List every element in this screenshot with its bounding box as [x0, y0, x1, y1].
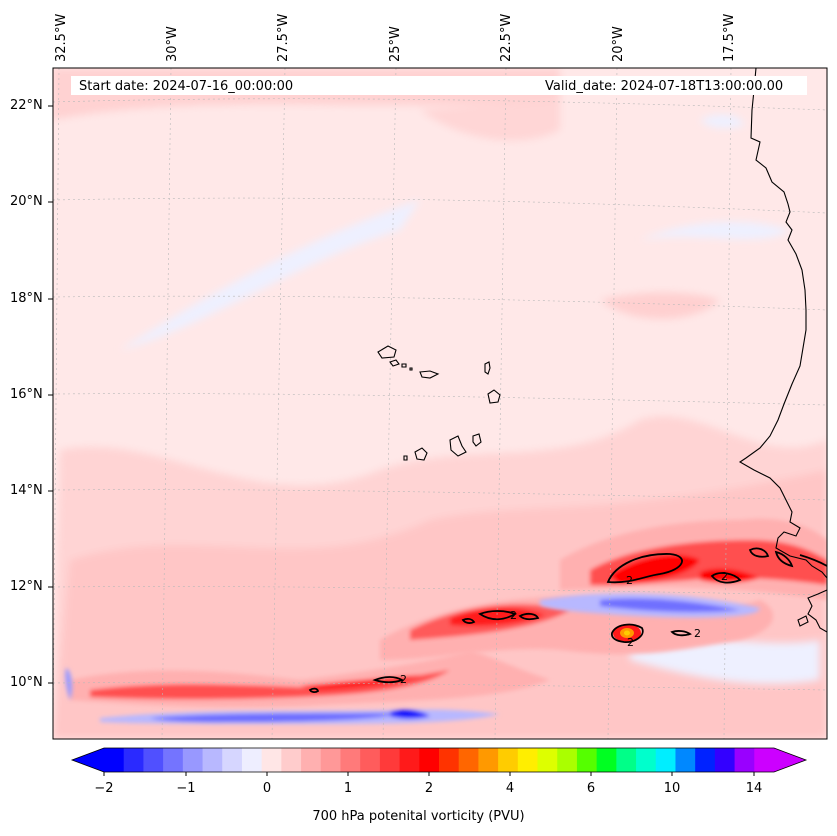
lat-label-18n: 18°N	[10, 291, 43, 306]
contour-label-3: 2	[627, 636, 634, 649]
colorbar-segment	[143, 748, 164, 772]
pv-field-lightblue	[120, 114, 820, 684]
lon-label-20w: 20°W	[611, 26, 626, 62]
lon-label-22-5w: 22.5°W	[499, 13, 514, 62]
colorbar-extend-low	[72, 748, 104, 772]
lon-label-17-5w: 17.5°W	[722, 13, 737, 62]
start-date-label: Start date: 2024-07-16_00:00:00	[79, 79, 294, 94]
contour-label-6: 2	[721, 570, 728, 583]
cb-tick-4: 4	[505, 781, 515, 796]
contour-ne	[606, 553, 683, 584]
contour-label-5: 2	[400, 673, 407, 686]
contour-label-4: 2	[694, 627, 701, 640]
lon-label-27-5w: 27.5°W	[276, 13, 291, 62]
cb-tick-2: 2	[424, 781, 434, 796]
pv-blue-bands	[65, 593, 760, 724]
colorbar-segment	[478, 748, 499, 772]
colorbar-segment	[320, 748, 341, 772]
contour-south	[372, 676, 405, 684]
colorbar-segment	[734, 748, 755, 772]
colorbar-segment	[360, 748, 381, 772]
colorbar-segment	[281, 748, 302, 772]
colorbar-segment	[596, 748, 617, 772]
colorbar-segment	[301, 748, 322, 772]
colorbar-segment	[498, 748, 519, 772]
lon-label-30w: 30°W	[165, 26, 180, 62]
pv-max-spot	[613, 624, 641, 642]
colorbar-segment	[754, 748, 775, 772]
lat-label-16n: 16°N	[10, 387, 43, 402]
pv-band-northeast	[560, 518, 827, 600]
lat-label-10n: 10°N	[10, 675, 43, 690]
colorbar-segment	[340, 748, 361, 772]
header-box	[71, 76, 807, 95]
contour-label-2: 2	[510, 609, 517, 622]
colorbar-segment	[202, 748, 223, 772]
colorbar-title: 700 hPa potenital vorticity (PVU)	[312, 809, 525, 824]
cb-tick-1: 1	[343, 781, 353, 796]
colorbar-segment	[163, 748, 184, 772]
colorbar	[70, 747, 808, 776]
cb-tick-0: 0	[262, 781, 272, 796]
pv-band-south	[70, 650, 550, 708]
lat-label-20n: 20°N	[10, 194, 43, 209]
lon-label-32-5w: 32.5°W	[54, 13, 69, 62]
colorbar-extend-high	[774, 748, 806, 772]
colorbar-segment	[458, 748, 479, 772]
pv-contours	[308, 547, 827, 693]
colorbar-segment	[557, 748, 578, 772]
colorbar-segment	[636, 748, 657, 772]
cb-tick-minus1: −1	[176, 781, 196, 796]
lat-label-22n: 22°N	[10, 98, 43, 113]
africa-coastline-south	[807, 589, 827, 633]
colorbar-segment	[419, 748, 440, 772]
cb-tick-14: 14	[745, 781, 763, 796]
contour-spot	[611, 623, 644, 643]
africa-coastline	[738, 68, 827, 579]
colorbar-segment	[576, 748, 598, 772]
cape-verde-islands	[377, 345, 501, 461]
colorbar-segment	[695, 748, 716, 772]
cb-tick-10: 10	[663, 781, 681, 796]
colorbar-segment	[655, 748, 676, 772]
colorbar-segment	[616, 748, 637, 772]
colorbar-segment	[714, 748, 736, 772]
lat-label-14n: 14°N	[10, 483, 43, 498]
map-frame	[52, 67, 828, 740]
colorbar-segment	[182, 748, 204, 772]
colorbar-segment	[675, 748, 696, 772]
colorbar-segment	[104, 748, 125, 772]
colorbar-segment	[399, 748, 420, 772]
colorbar-segment	[537, 748, 558, 772]
colorbar-segment	[517, 748, 539, 772]
colorbar-segment	[439, 748, 460, 772]
cb-tick-6: 6	[586, 781, 596, 796]
lat-label-12n: 12°N	[10, 579, 43, 594]
valid-date-label: Valid_date: 2024-07-18T13:00:00.00	[545, 79, 784, 94]
lon-label-25w: 25°W	[388, 26, 403, 62]
contour-label-1: 2	[626, 574, 633, 587]
map-area[interactable]	[53, 68, 827, 739]
colorbar-segment	[379, 748, 401, 772]
colorbar-segment	[241, 748, 263, 772]
graticule	[53, 68, 827, 739]
colorbar-segment	[222, 748, 243, 772]
cb-tick-minus2: −2	[94, 781, 114, 796]
colorbar-segment	[261, 748, 282, 772]
colorbar-segment	[123, 748, 144, 772]
lat-ticks	[48, 105, 53, 684]
contour-mid	[478, 610, 518, 621]
